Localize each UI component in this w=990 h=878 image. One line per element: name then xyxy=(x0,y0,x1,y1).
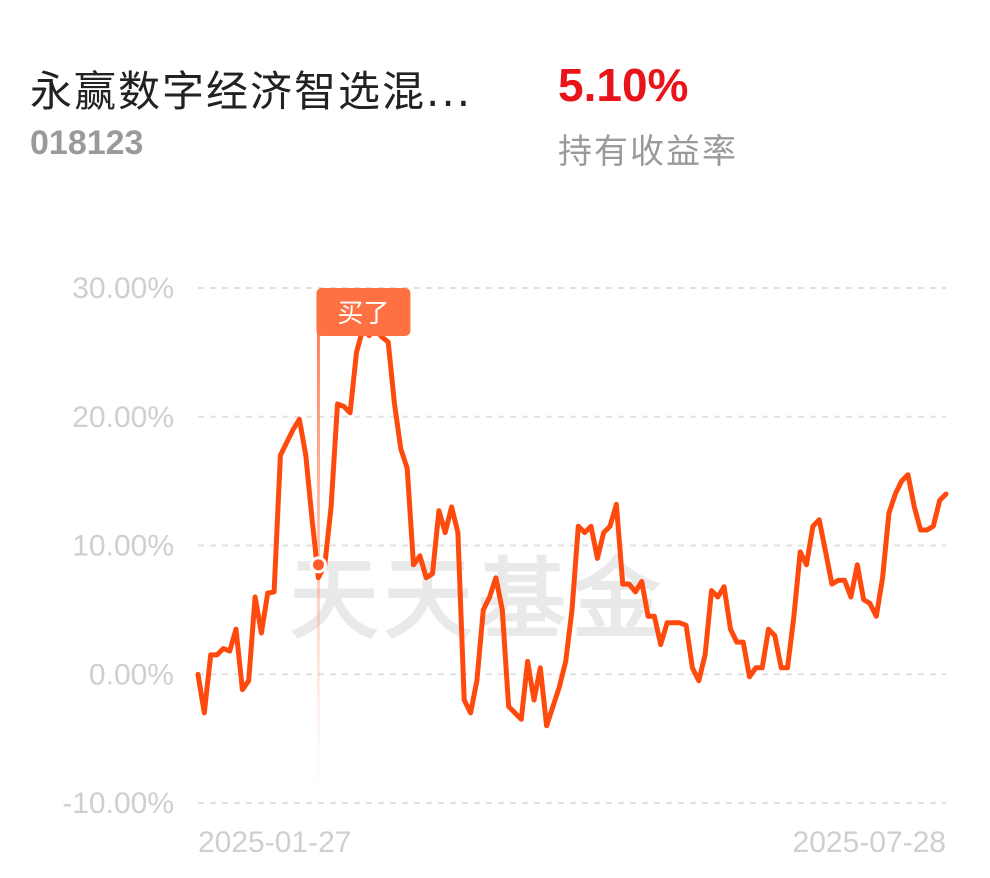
grid-lines xyxy=(198,287,946,804)
x-axis-ticks: 2025-01-27 2025-07-28 xyxy=(198,826,946,859)
x-tick-label: 2025-07-28 xyxy=(793,826,946,859)
fund-name: 永赢数字经济智选混... xyxy=(30,67,473,116)
fund-code: 018123 xyxy=(30,124,144,162)
buy-point xyxy=(309,556,327,574)
holding-return-value: 5.10% xyxy=(558,59,689,111)
y-tick-label: 30.00% xyxy=(72,272,174,305)
y-tick-label: 10.00% xyxy=(72,530,174,563)
x-tick-label: 2025-01-27 xyxy=(198,826,351,859)
y-axis-ticks: 30.00% 20.00% 10.00% 0.00% -10.00% xyxy=(62,272,174,820)
buy-marker-badge xyxy=(316,288,411,336)
buy-marker-label: 买了 xyxy=(337,299,389,329)
chart-watermark: 天天基金 xyxy=(290,548,666,651)
series-line xyxy=(195,326,949,729)
holding-return-label: 持有收益率 xyxy=(558,132,738,172)
y-tick-label: -10.00% xyxy=(62,787,174,820)
y-tick-label: 0.00% xyxy=(89,658,174,691)
y-tick-label: 20.00% xyxy=(72,401,174,434)
